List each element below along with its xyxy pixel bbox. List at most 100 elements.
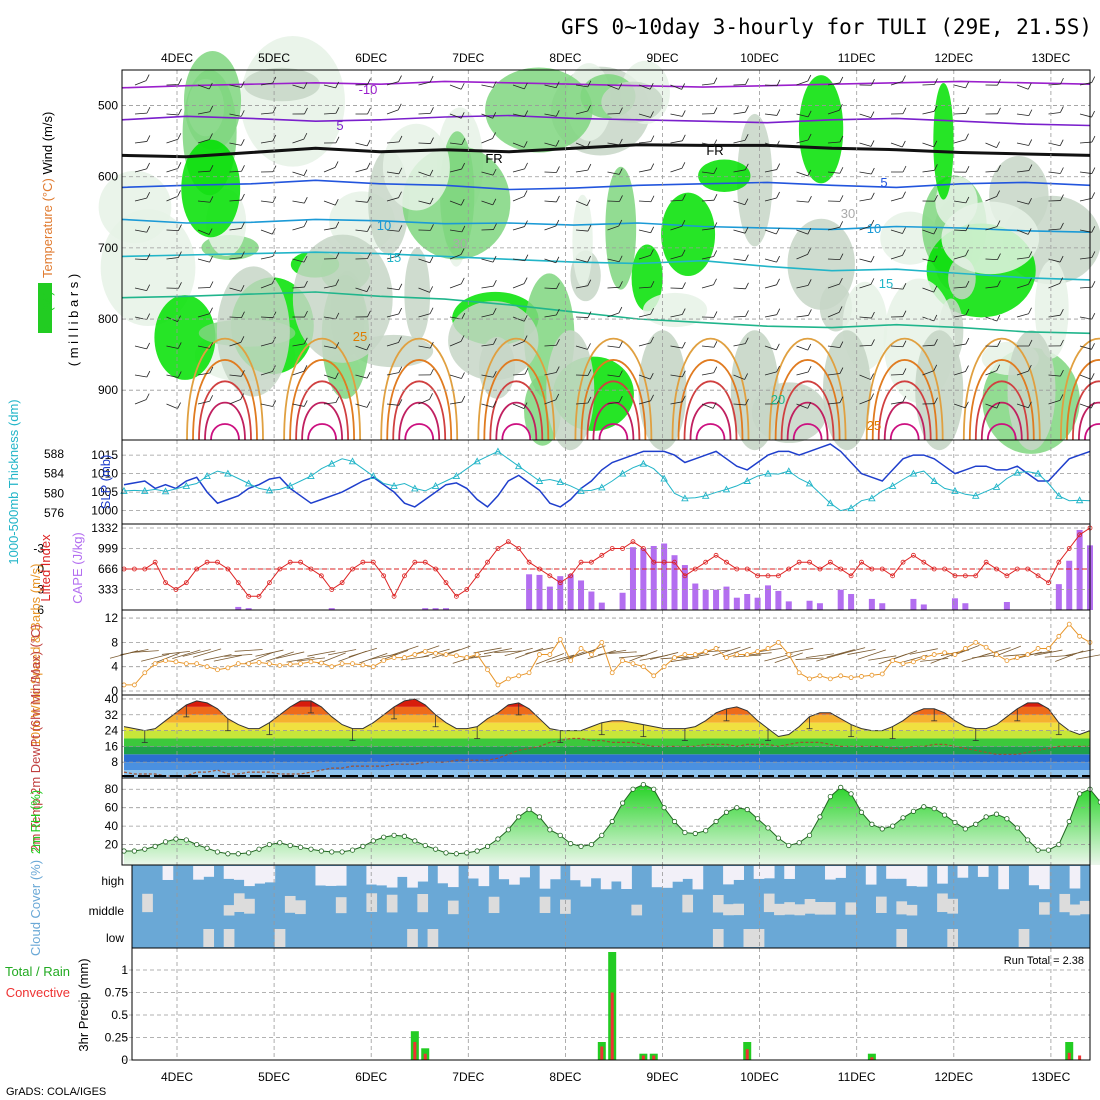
temp-contour--10 (121, 80, 1091, 89)
rh-shade-patch (292, 234, 393, 363)
wind-barb-flag (1027, 83, 1032, 90)
wind-barb (638, 374, 651, 380)
wind-barb-flag (839, 341, 844, 348)
wind-barb (701, 372, 714, 376)
li-point (422, 559, 428, 565)
wind-barb-flag (523, 315, 528, 322)
thickness-point (1055, 491, 1063, 499)
thickness-point (307, 472, 315, 480)
wind-10m-barb (546, 654, 575, 663)
wind-barb (1048, 83, 1061, 86)
wind-10m-barb (847, 648, 876, 655)
wind-barb-flag (303, 82, 308, 89)
contour-label: 10 (867, 221, 881, 236)
wind-barb-flag (776, 343, 780, 351)
li-point (661, 559, 667, 565)
wind-barb-flag (933, 364, 938, 371)
cloud-mid-gap (233, 893, 245, 912)
rh-shade-patch (631, 244, 663, 312)
wind-barb (355, 287, 368, 293)
thickness-point (348, 457, 357, 465)
warm-contour-arc (671, 337, 750, 441)
wind-barb-flag (492, 401, 497, 408)
wind-barb (544, 344, 557, 347)
wind-barb (134, 197, 147, 202)
li-point (215, 559, 220, 565)
li-point (1066, 546, 1072, 551)
wind-barb (386, 109, 399, 115)
wind-barb-flag (1091, 76, 1096, 83)
li-point (152, 559, 158, 565)
wind-barb-flag (713, 278, 717, 285)
wind-speed-point (339, 661, 345, 667)
wind-speed-point (578, 646, 584, 651)
rh-point (588, 841, 595, 848)
warm-contour-arc (871, 359, 938, 441)
cloud-high-gap (672, 866, 683, 882)
thickness-point (701, 491, 710, 499)
li-point (734, 566, 740, 572)
wind-barb (260, 371, 273, 376)
wind-barb (260, 229, 273, 235)
rh-point (838, 784, 844, 790)
wind-speed-point (402, 655, 407, 660)
cloud-high-gap (437, 866, 449, 884)
rh-shade-patch (404, 247, 431, 342)
wind-barb-flag (619, 195, 623, 202)
li-point (838, 566, 844, 572)
date-label-top: 10DEC (740, 51, 779, 65)
rh-point (1045, 847, 1052, 853)
cloud-high-gap (916, 866, 928, 887)
wind-barb (229, 399, 241, 405)
wind-barb (827, 373, 840, 376)
wind-barb (859, 198, 872, 202)
wind-barb (985, 286, 998, 289)
upper-y-tick: 800 (98, 312, 118, 326)
wind-barb (733, 343, 746, 347)
wind-barb-flag (619, 396, 623, 403)
cloud-mid-gap (774, 903, 785, 916)
wind-barb-flag (523, 277, 528, 284)
wind-barb-flag (430, 107, 434, 114)
date-label-top: 4DEC (161, 51, 193, 65)
wind-barb (418, 112, 431, 115)
wind-barb-flag (461, 138, 466, 145)
wind-barb (1048, 171, 1061, 174)
wind-barb (575, 316, 589, 318)
wind-barb-flag (839, 104, 843, 111)
wind-barb (764, 258, 777, 263)
li-point (485, 559, 490, 565)
cloud-high-gap (906, 866, 918, 887)
wind-barb (449, 84, 462, 90)
cloud-high-gap (692, 866, 704, 890)
wind-barb-flag (965, 249, 969, 256)
wind-barb (197, 400, 210, 405)
date-label-top: 5DEC (258, 51, 290, 65)
wind-barb (796, 139, 809, 144)
wind-speed-point (1014, 655, 1020, 660)
cloud-high-gap (865, 866, 877, 885)
wind-barb-flag (712, 402, 717, 409)
wind-barb-flag (934, 339, 938, 346)
wind-speed-point (848, 675, 854, 681)
thickness-point (473, 457, 481, 465)
temp-contour--5 (121, 114, 1091, 127)
wind-barb (512, 258, 525, 262)
wind-barb-flag (177, 342, 182, 349)
rh-point (339, 849, 345, 855)
wind-barb-flag (555, 366, 560, 373)
mslp-thickness-panel: 1000 1005 1010 1015 576 580 584 588 (44, 439, 1091, 525)
wind-barb-flag (744, 134, 749, 141)
rh-point (993, 811, 1000, 817)
wind-barb (260, 316, 274, 319)
thickness-tick: 576 (44, 506, 64, 520)
wind-barb (1048, 258, 1061, 263)
cloud-high-gap (1039, 866, 1050, 890)
wind-barb (292, 84, 305, 89)
wind-barb-flag (650, 163, 655, 170)
upper-y-tick: 900 (98, 383, 118, 397)
wind-barb (449, 113, 462, 119)
cloud-mid-gap (825, 902, 836, 915)
wind-barb-flag (146, 106, 151, 114)
wind-barb-flag (398, 249, 402, 256)
